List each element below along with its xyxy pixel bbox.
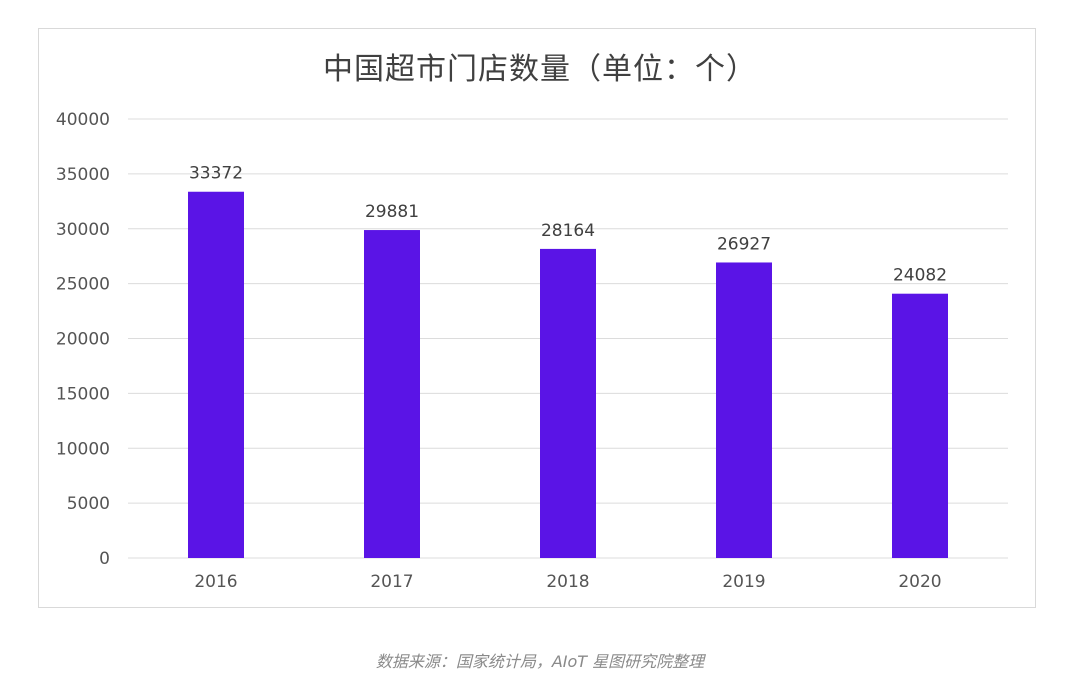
bar (188, 191, 244, 558)
x-tick-label: 2016 (194, 572, 237, 592)
source-note: 数据来源：国家统计局，AIoT 星图研究院整理 (375, 652, 705, 671)
y-tick-label: 5000 (67, 494, 110, 514)
y-tick-label: 30000 (56, 220, 110, 240)
y-tick-label: 25000 (56, 275, 110, 295)
data-label: 33372 (189, 164, 243, 184)
bar (540, 248, 596, 559)
x-tick-label: 2019 (722, 572, 765, 592)
data-label: 29881 (365, 202, 419, 222)
x-tick-label: 2018 (546, 572, 589, 592)
data-label: 26927 (717, 234, 771, 254)
data-label: 24082 (893, 266, 947, 286)
y-tick-label: 20000 (56, 330, 110, 350)
chart-frame (38, 28, 1036, 608)
bar (364, 230, 420, 558)
y-tick-label: 10000 (56, 439, 110, 459)
bar (892, 293, 948, 558)
x-tick-label: 2020 (898, 572, 941, 592)
bar (716, 262, 772, 558)
x-tick-label: 2017 (370, 572, 413, 592)
chart-title: 中国超市门店数量（单位：个） (323, 52, 757, 87)
y-tick-label: 15000 (56, 384, 110, 404)
y-tick-label: 35000 (56, 165, 110, 185)
data-label: 28164 (541, 221, 595, 241)
y-tick-label: 0 (99, 549, 110, 569)
y-tick-label: 40000 (56, 110, 110, 130)
